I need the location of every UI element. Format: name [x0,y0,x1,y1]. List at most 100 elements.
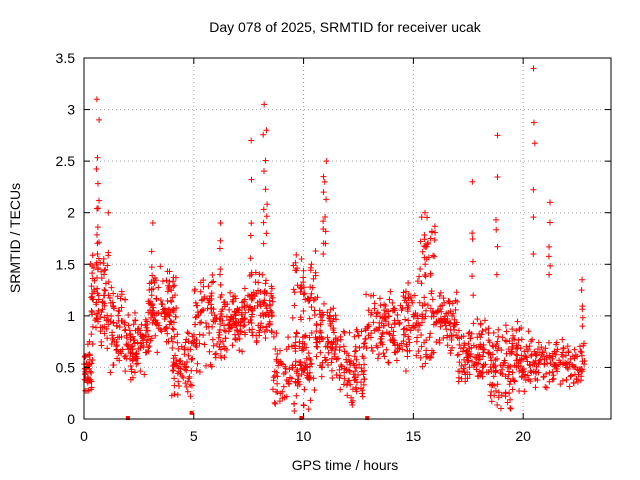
data-point [199,306,206,313]
data-point [509,340,516,347]
data-point [98,268,105,275]
data-point [216,344,223,351]
data-point [359,387,366,394]
data-point [244,302,251,309]
data-point [455,351,462,358]
data-point [495,333,502,340]
data-point [231,292,238,299]
data-point [578,349,585,356]
data-point [108,341,115,348]
data-point [192,321,199,328]
data-point [332,312,339,319]
data-point [355,371,362,378]
data-point [530,119,537,126]
data-point [95,307,102,314]
data-point [249,326,256,333]
data-point [540,373,547,380]
data-point [362,325,369,332]
data-point [324,343,331,350]
data-point [534,345,541,352]
data-point [401,297,408,304]
data-point [292,358,299,365]
data-point [477,320,484,327]
data-point [87,368,94,375]
data-point [513,342,520,349]
data-point [479,373,486,380]
data-point [417,266,424,273]
data-point [385,359,392,366]
data-point [516,326,523,333]
data-point [289,314,296,321]
data-point [456,341,463,348]
data-point [179,361,186,368]
data-point [313,322,320,329]
data-point [309,284,316,291]
data-point [549,368,556,375]
data-point [161,315,168,322]
data-point [579,323,586,330]
data-point [461,342,468,349]
data-point [171,375,178,382]
data-point [422,209,428,216]
data-point [427,270,434,277]
data-point [573,375,580,382]
data-point [493,226,500,233]
data-point [98,275,105,282]
data-point [529,336,536,343]
data-point [275,362,282,369]
data-point [231,311,238,318]
data-point [94,285,101,292]
data-point [187,393,194,400]
data-point [455,327,462,334]
data-point [467,353,474,360]
data-point [421,231,428,238]
data-point [363,345,370,352]
data-point [569,353,576,360]
data-point [134,339,141,346]
data-point [262,280,269,287]
data-point [297,359,304,366]
data-point [122,352,129,359]
data-point [286,366,293,373]
data-point [513,327,520,334]
data-point [343,350,350,357]
data-point [271,368,278,375]
data-point [452,306,459,313]
data-point [527,378,534,385]
data-point [171,282,178,289]
data-point [260,131,267,138]
data-point [166,306,173,313]
data-point [530,65,537,72]
data-point [146,287,153,294]
data-point [346,358,353,365]
data-point [234,306,241,313]
data-point [376,295,383,302]
data-point [210,318,217,325]
data-point [219,317,226,324]
data-point [196,331,203,338]
data-point [320,218,327,225]
data-point [293,251,300,258]
data-point [337,372,344,379]
data-point [157,297,164,304]
data-point [446,298,453,305]
data-point [575,371,582,378]
data-point [346,367,353,374]
data-point [570,379,577,386]
data-point [149,272,156,279]
data-point [314,335,321,342]
data-point [396,321,403,328]
data-point [415,348,422,355]
data-point [340,381,347,388]
data-point [408,324,415,331]
data-point [274,351,281,358]
data-point [256,327,263,334]
data-point [240,298,247,305]
data-point [341,365,348,372]
data-point [494,381,501,388]
data-point [104,312,111,319]
data-point [213,315,220,322]
data-point [144,336,151,343]
data-point [374,309,381,316]
